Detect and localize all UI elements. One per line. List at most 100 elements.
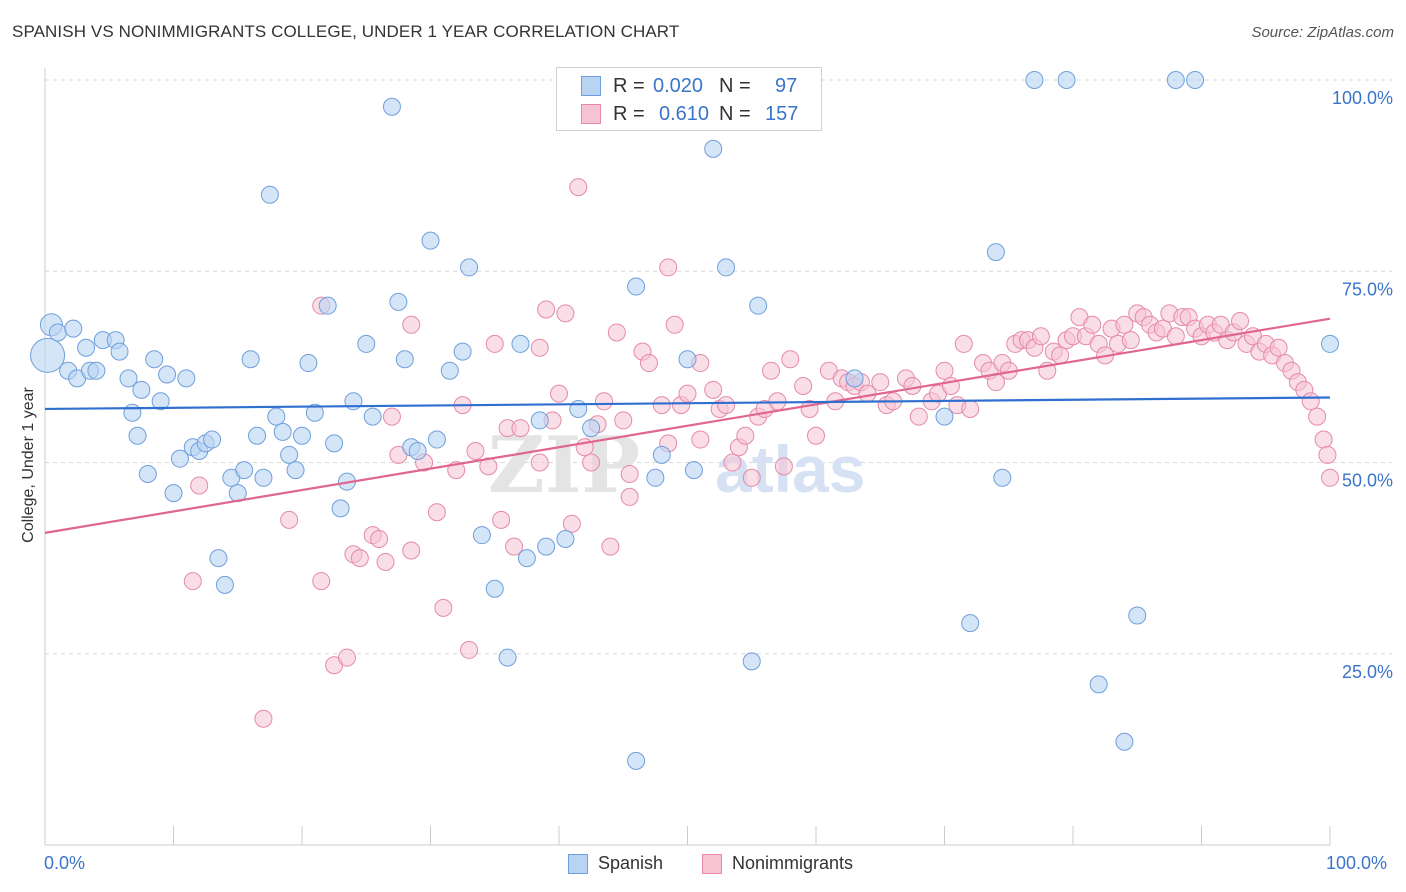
spanish-point <box>440 361 459 380</box>
spanish-point <box>325 434 344 453</box>
nonimmigrants-point <box>1269 338 1288 357</box>
spanish-point <box>382 97 401 116</box>
r-label: R = <box>613 74 645 97</box>
spanish-point <box>742 652 761 671</box>
nonimmigrants-point <box>556 304 575 323</box>
nonimmigrants-point <box>935 361 954 380</box>
spanish-point <box>267 407 286 426</box>
nonimmigrants-point <box>530 338 549 357</box>
y-tick-label-100: 100.0% <box>1332 88 1393 108</box>
x-tick-label-min: 0.0% <box>44 853 86 873</box>
nonimmigrants-point <box>807 426 825 445</box>
nonimmigrants-point <box>479 457 498 476</box>
spanish-point <box>498 648 517 667</box>
nonimmigrants-point <box>909 407 928 426</box>
legend-item-nonimmigrants[interactable]: Nonimmigrants <box>702 853 853 874</box>
spanish-point <box>1128 606 1147 625</box>
spanish-trend-line <box>44 396 1331 411</box>
spanish-point <box>119 369 138 388</box>
y-tick-label-25: 25.0% <box>1342 662 1393 682</box>
spanish-legend-swatch <box>568 853 588 874</box>
nonimmigrants-point <box>1308 407 1327 426</box>
spanish-point <box>209 549 228 568</box>
r-label: R = <box>613 102 645 125</box>
nonimmigrants-point <box>530 453 549 472</box>
spanish-point <box>453 342 472 361</box>
nonimmigrants-point <box>762 361 781 380</box>
spanish-point <box>537 537 556 556</box>
nonimmigrants-point <box>1166 327 1185 346</box>
spanish-point <box>170 449 189 468</box>
nonimmigrants-point <box>427 503 446 522</box>
spanish-point <box>652 445 671 464</box>
stats-legend-row-nonimmigrants: R = 0.610 N = 157 <box>581 102 798 126</box>
spanish-point <box>305 403 324 422</box>
spanish-point <box>1025 71 1044 89</box>
spanish-point <box>30 337 66 373</box>
spanish-point <box>961 614 980 633</box>
spanish-point <box>273 422 292 441</box>
n-label: N = <box>719 74 751 97</box>
spanish-point <box>511 334 530 353</box>
nonimmigrants-point <box>678 384 697 403</box>
nonimmigrants-point <box>350 549 369 568</box>
spanish-point <box>582 419 601 438</box>
nonimmigrants-point <box>370 530 389 548</box>
spanish-point <box>427 430 446 449</box>
nonimmigrants-point <box>376 552 395 571</box>
spanish-point <box>215 575 234 594</box>
legend-label-spanish: Spanish <box>598 853 664 873</box>
nonimmigrants-point <box>594 392 613 411</box>
nonimmigrants-point <box>569 178 588 197</box>
spanish-point <box>260 185 279 204</box>
nonimmigrants-point <box>1121 331 1140 350</box>
nonimmigrants-point <box>434 598 453 617</box>
spanish-point <box>1166 71 1185 89</box>
spanish-point <box>363 407 382 426</box>
spanish-points <box>30 71 1339 770</box>
nonimmigrants-point <box>1083 315 1102 334</box>
nonimmigrants-point <box>1321 468 1339 487</box>
nonimmigrants-point <box>1231 311 1250 330</box>
nonimmigrants-point <box>620 487 639 506</box>
y-tick-labels: 25.0% 50.0% 75.0% 100.0% <box>1332 88 1393 682</box>
nonimmigrants-point <box>961 399 980 418</box>
nonimmigrants-point <box>466 442 485 461</box>
nonimmigrants-point <box>691 430 710 449</box>
spanish-point <box>280 445 299 464</box>
nonimmigrants-point <box>505 537 524 556</box>
n-label: N = <box>719 102 751 125</box>
nonimmigrants-point <box>460 640 479 659</box>
spanish-point <box>151 392 170 411</box>
nonimmigrants-point <box>550 384 568 403</box>
chart-title: SPANISH VS NONIMMIGRANTS COLLEGE, UNDER … <box>12 22 680 41</box>
r-value: 0.020 <box>653 74 704 97</box>
nonimmigrants-point <box>723 453 742 472</box>
spanish-point <box>460 258 479 277</box>
spanish-point <box>87 361 106 380</box>
legend-label-nonimmigrants: Nonimmigrants <box>732 853 854 873</box>
spanish-point <box>408 442 427 461</box>
nonimmigrants-point <box>954 334 973 353</box>
nonimmigrants-point <box>280 510 299 529</box>
nonimmigrants-point <box>742 468 761 487</box>
source-label: Source: ZipAtlas.com <box>1251 24 1394 41</box>
spanish-point <box>1186 71 1205 89</box>
nonimmigrants-swatch <box>581 104 601 124</box>
spanish-point <box>1089 675 1108 694</box>
y-axis-label: College, Under 1 year <box>20 387 37 543</box>
trend-lines <box>44 317 1331 534</box>
legend-item-spanish[interactable]: Spanish <box>568 853 663 874</box>
spanish-point <box>569 399 588 418</box>
nonimmigrants-point <box>337 648 356 667</box>
spanish-point <box>110 342 129 361</box>
watermark-zip: ZIP <box>488 420 640 511</box>
stats-legend-row-spanish: R = 0.020 N = 97 <box>581 74 797 98</box>
nonimmigrants-point <box>511 419 530 438</box>
spanish-point <box>299 354 318 373</box>
nonimmigrants-point <box>717 396 736 415</box>
spanish-point <box>749 296 768 315</box>
spanish-point <box>286 461 305 480</box>
nonimmigrants-point <box>312 572 331 591</box>
